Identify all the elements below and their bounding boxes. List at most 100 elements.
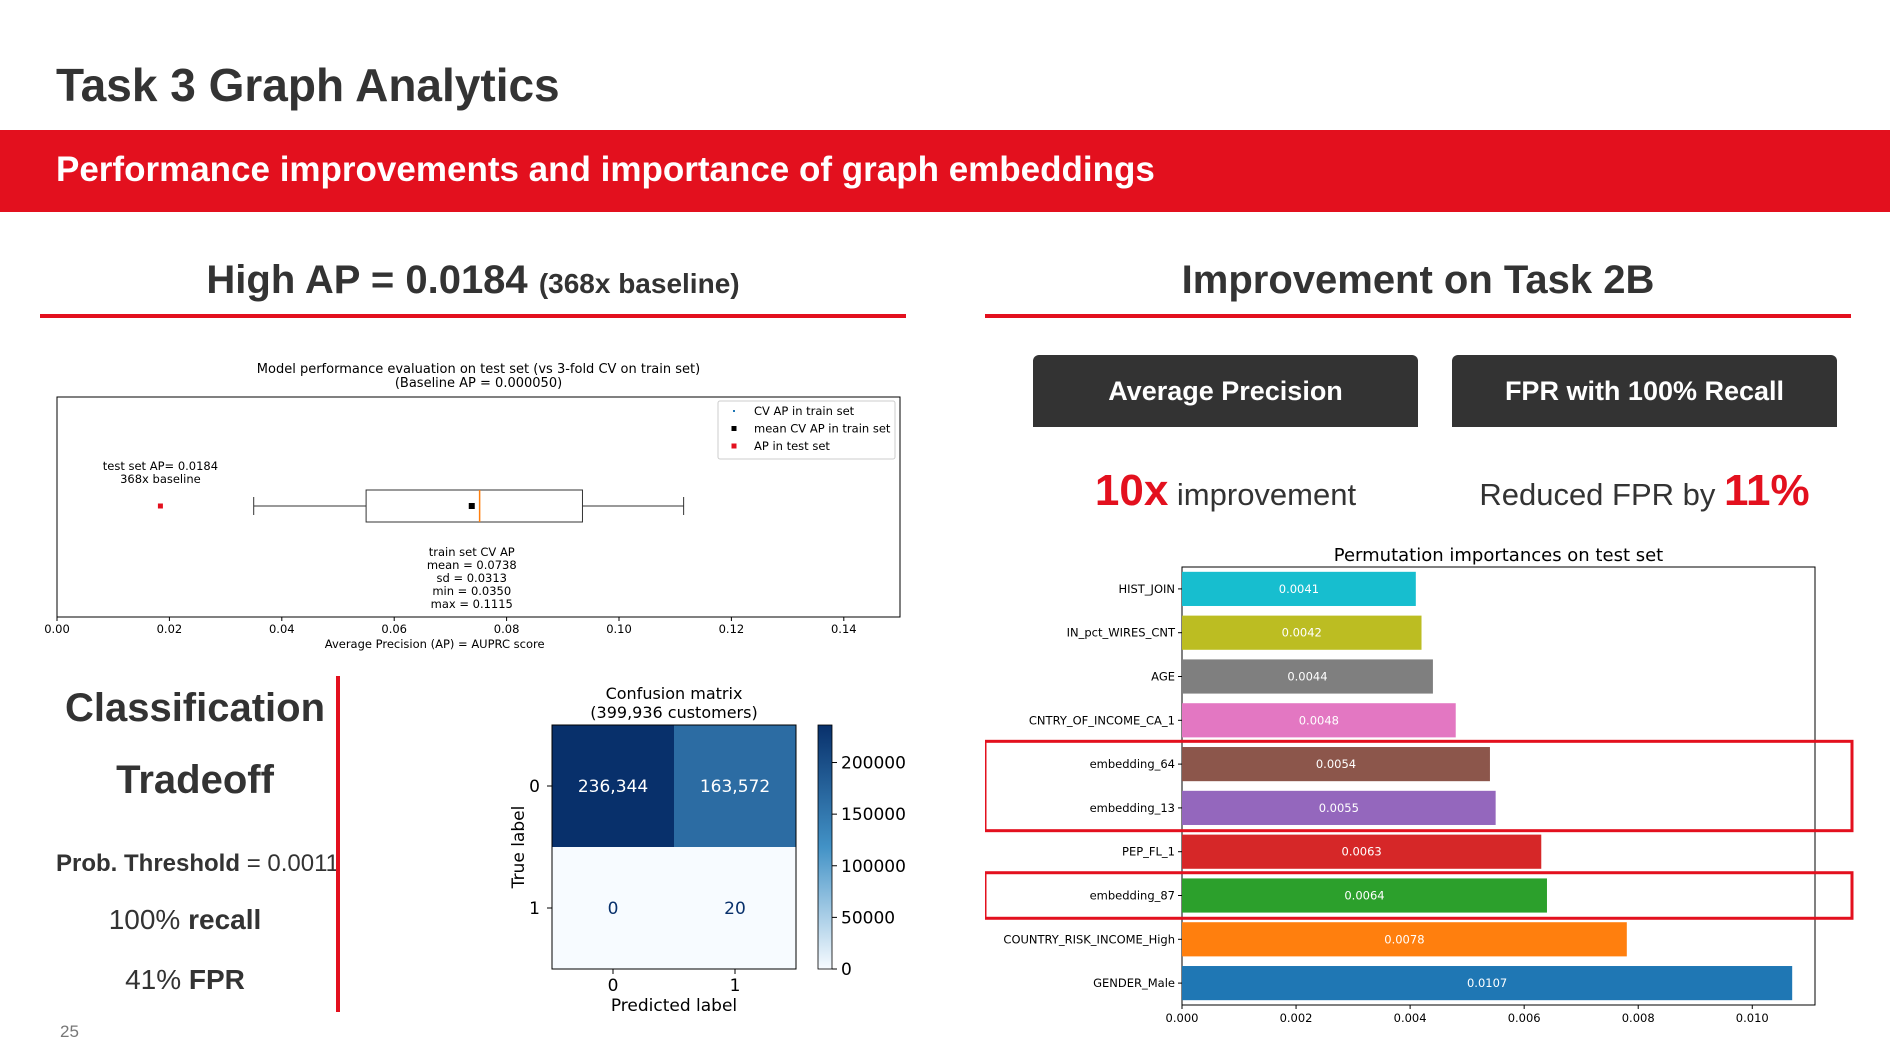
tradeoff-title: Tradeoff (116, 758, 274, 802)
fpr-reduction-value: 11% (1724, 466, 1810, 515)
x-tick-label: 0.06 (381, 622, 407, 636)
train-annotation-line: sd = 0.0313 (437, 571, 507, 585)
importance-category-label: embedding_64 (1090, 757, 1175, 771)
confmat-x-tick-label: 0 (608, 976, 619, 996)
confusion-matrix-chart: Confusion matrix(399,936 customers) 236,3… (509, 684, 906, 1016)
test-annotation-line: test set AP= 0.0184 (103, 459, 218, 473)
page-title: Task 3 Graph Analytics (56, 59, 560, 111)
fpr-reduction-label: Reduced FPR by (1479, 477, 1716, 512)
confmat-x-tick-label: 1 (730, 976, 741, 996)
boxplot-title: Model performance evaluation on test set… (257, 362, 700, 377)
train-annotation-line: max = 0.1115 (431, 597, 513, 611)
left-heading-underline (40, 314, 906, 318)
importance-bar (1182, 747, 1490, 782)
colorbar-tick-label: 150000 (841, 805, 906, 825)
left-heading-suffix: (368x baseline) (538, 268, 740, 299)
confmat-cell-label: 20 (724, 899, 746, 919)
x-tick-label: 0.14 (831, 622, 857, 636)
importance-bar (1182, 922, 1627, 957)
threshold-label: Prob. Threshold (56, 850, 241, 877)
importance-x-tick-label: 0.002 (1280, 1011, 1313, 1025)
confmat-cell (552, 725, 674, 847)
fpr-line: 41% FPR (56, 964, 314, 996)
importance-bar (1182, 703, 1456, 738)
x-tick-label: 0.00 (44, 622, 70, 636)
train-annotation-line: min = 0.0350 (432, 584, 511, 598)
confmat-cell (674, 725, 796, 847)
ap-improvement-stat: 10x improvement (1033, 466, 1418, 516)
ap-boxplot-chart: Model performance evaluation on test set… (44, 362, 901, 651)
colorbar-tick-label: 0 (841, 960, 852, 980)
confmat-subtitle: (399,936 customers) (590, 703, 757, 722)
mean-marker (468, 503, 475, 509)
importance-category-label: HIST_JOIN (1118, 582, 1175, 596)
importance-bar (1182, 659, 1433, 694)
embedding-highlight-box (985, 739, 1854, 833)
confmat-ylabel: True label (509, 806, 529, 890)
x-tick-label: 0.02 (157, 622, 183, 636)
permutation-importance-chart: Permutation importances on test set 0.004… (985, 545, 1854, 1025)
permimp-frame (1181, 566, 1816, 1006)
importance-bar-label: 0.0054 (1316, 757, 1356, 771)
importance-x-tick-label: 0.000 (1166, 1011, 1199, 1025)
classification-divider (336, 676, 340, 1012)
importance-bar-label: 0.0078 (1384, 932, 1424, 946)
train-annotation-line: mean = 0.0738 (427, 558, 517, 572)
importance-category-label: AGE (1151, 670, 1175, 684)
legend-box (717, 400, 896, 460)
confmat-frame (551, 724, 797, 970)
right-section-heading: Improvement on Task 2B (1181, 258, 1655, 302)
banner-text: Performance improvements and importance … (56, 150, 1155, 189)
importance-bar-label: 0.0042 (1282, 626, 1322, 640)
importance-bar-label: 0.0044 (1287, 670, 1327, 684)
ap-improvement-label: improvement (1176, 477, 1357, 512)
recall-line: 100% recall (56, 904, 314, 936)
importance-category-label: COUNTRY_RISK_INCOME_High (1003, 932, 1175, 946)
importance-bar (1182, 878, 1547, 913)
legend-entry: CV AP in train set (754, 404, 855, 418)
fpr-reduction-stat: Reduced FPR by 11% (1452, 466, 1837, 516)
threshold-line: Prob. Threshold = 0.0011 (56, 850, 356, 878)
threshold-value: = 0.0011 (246, 850, 339, 877)
importance-bar (1182, 790, 1496, 825)
importance-x-tick-label: 0.006 (1508, 1011, 1541, 1025)
colorbar-tick-label: 50000 (841, 908, 895, 928)
recall-label: recall (188, 904, 262, 935)
importance-bar (1182, 966, 1793, 1001)
importance-category-label: GENDER_Male (1093, 976, 1175, 990)
classification-title: Classification (64, 686, 326, 730)
boxplot-legend: CV AP in train set mean CV AP in train se… (717, 400, 896, 460)
confmat-cell-label: 236,344 (578, 777, 648, 797)
permimp-title: Permutation importances on test set (1334, 545, 1663, 566)
confmat-xlabel: Predicted label (611, 996, 737, 1016)
x-tick-label: 0.10 (606, 622, 632, 636)
confmat-cell-label: 0 (608, 899, 619, 919)
ap-improvement-value: 10x (1094, 466, 1169, 515)
colorbar-tick-label: 100000 (841, 857, 906, 877)
x-tick-label: 0.04 (269, 622, 295, 636)
confmat-y-tick-label: 0 (529, 777, 540, 797)
test-ap-marker (157, 503, 163, 509)
importance-category-label: CNTRY_OF_INCOME_CA_1 (1029, 713, 1175, 727)
right-heading-underline (985, 314, 1851, 318)
importance-bar (1182, 571, 1416, 606)
importance-bar-label: 0.0063 (1342, 845, 1382, 859)
importance-x-tick-label: 0.004 (1394, 1011, 1427, 1025)
title-banner (0, 130, 1890, 212)
importance-x-tick-label: 0.010 (1736, 1011, 1769, 1025)
importance-bar-label: 0.0064 (1344, 889, 1384, 903)
importance-x-tick-label: 0.008 (1622, 1011, 1655, 1025)
legend-entry: AP in test set (754, 439, 830, 453)
fpr-recall-box: FPR with 100% Recall (1452, 355, 1837, 427)
boxplot-xlabel: Average Precision (AP) = AUPRC score (325, 637, 545, 651)
fpr-label: FPR (188, 964, 245, 995)
legend-entry: mean CV AP in train set (754, 422, 891, 436)
importance-category-label: IN_pct_WIRES_CNT (1067, 626, 1176, 640)
confmat-cell (674, 847, 796, 969)
importance-bar-label: 0.0048 (1299, 713, 1339, 727)
fpr-value: 41% (125, 964, 182, 995)
importance-bar-label: 0.0107 (1467, 976, 1507, 990)
legend-marker (731, 426, 737, 431)
left-section-heading: High AP = 0.0184 (368x baseline) (40, 258, 906, 303)
importance-bar-label: 0.0041 (1279, 582, 1319, 596)
